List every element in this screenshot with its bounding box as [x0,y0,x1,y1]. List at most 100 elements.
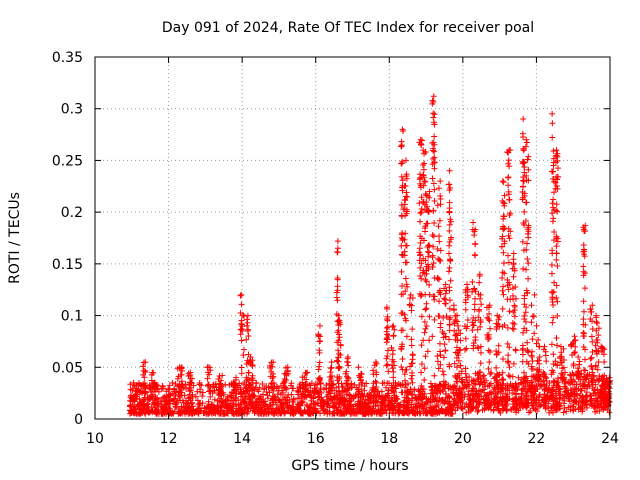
data-point [302,381,309,388]
data-point [442,379,449,386]
data-point [531,291,538,298]
data-point [575,353,582,360]
data-point [463,377,470,384]
data-point [175,408,182,415]
data-point [214,397,221,404]
data-point [421,329,428,336]
data-point [434,358,441,365]
data-point [469,321,476,328]
data-point [398,268,405,275]
data-point [453,400,460,407]
data-point [372,397,379,404]
data-point [192,408,199,415]
data-point [523,199,530,206]
data-point [370,367,377,374]
data-point [316,359,323,366]
data-point [510,360,517,367]
data-point [216,391,223,398]
data-point [435,185,442,192]
data-point [420,182,427,189]
data-point [216,373,223,380]
data-point [581,248,588,255]
data-point [525,224,532,231]
data-point [369,397,376,404]
data-point [442,407,449,414]
data-point [499,235,506,242]
data-point [580,321,587,328]
data-point [445,382,452,389]
data-point [455,395,462,402]
data-point [277,410,284,417]
data-point [503,406,510,413]
data-point [437,247,444,254]
data-point [494,378,501,385]
data-point [495,371,502,378]
data-point [504,148,511,155]
data-point [523,358,530,365]
data-point [572,343,579,350]
data-point [417,252,424,259]
data-point [228,392,235,399]
data-point [587,392,594,399]
data-point [299,399,306,406]
data-point [541,398,548,405]
data-point [418,342,425,349]
data-point [550,377,557,384]
data-point [560,409,567,416]
data-point [434,275,441,282]
data-point [499,198,506,205]
data-point [404,283,411,290]
data-point [243,402,250,409]
data-point [416,388,423,395]
data-point [383,336,390,343]
data-point [240,313,247,320]
data-point [194,388,201,395]
data-point [463,281,470,288]
data-point [398,202,405,209]
data-point [196,400,203,407]
data-point [423,300,430,307]
data-point [561,405,568,412]
data-point [442,290,449,297]
data-point [381,379,388,386]
data-point [315,333,322,340]
data-point [326,380,333,387]
data-point [345,398,352,405]
data-point [549,367,556,374]
data-point [297,410,304,417]
data-point [269,375,276,382]
data-point [480,395,487,402]
data-point [127,381,134,388]
data-point [335,380,342,387]
data-point [434,202,441,209]
data-point [525,275,532,282]
data-point [401,252,408,259]
data-point [266,389,273,396]
data-point [425,261,432,268]
data-point [521,374,528,381]
data-point [336,331,343,338]
data-point [426,291,433,298]
data-point [437,257,444,264]
data-point [529,348,536,355]
data-point [463,409,470,416]
data-point [442,296,449,303]
data-point [126,407,133,414]
data-point [401,371,408,378]
data-point [335,354,342,361]
data-point [454,349,461,356]
data-point [422,325,429,332]
data-point [436,313,443,320]
data-point [434,353,441,360]
data-point [493,393,500,400]
data-point [576,358,583,365]
data-point [455,327,462,334]
data-point [295,395,302,402]
data-point [598,390,605,397]
data-point [471,301,478,308]
chart-title: Day 091 of 2024, Rate Of TEC Index for r… [162,20,534,36]
data-point [592,362,599,369]
data-point [336,375,343,382]
data-point [578,387,585,394]
data-point [550,189,557,196]
